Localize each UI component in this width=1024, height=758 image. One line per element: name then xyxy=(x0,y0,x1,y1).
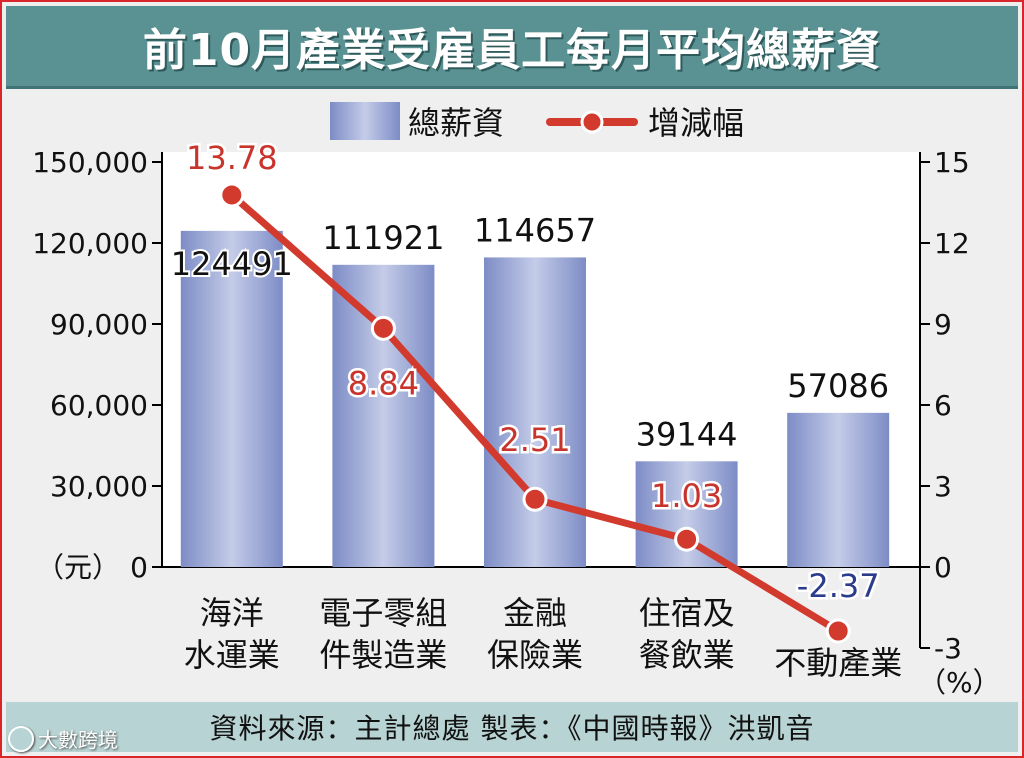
line-value-label: 2.51 xyxy=(499,421,570,459)
left-tick-label: 120,000 xyxy=(32,227,148,260)
bar xyxy=(484,257,586,567)
title-bar: 前10月產業受雇員工每月平均總薪資 xyxy=(6,6,1018,89)
source-note: 資料來源：主計總處 製表：《中國時報》洪凱音 xyxy=(209,712,815,745)
watermark-text: 大數跨境 xyxy=(38,728,118,752)
bar xyxy=(180,230,283,567)
line-point xyxy=(825,618,851,644)
watermark-logo-icon xyxy=(8,725,34,752)
line-point xyxy=(674,526,700,552)
line-point xyxy=(370,315,396,341)
right-tick-label: 15 xyxy=(934,146,970,179)
line-point xyxy=(219,182,245,208)
bar xyxy=(332,264,435,567)
right-tick-label: 12 xyxy=(934,227,970,260)
bar-value-label: 39144 xyxy=(636,415,738,453)
left-tick-label: 90,000 xyxy=(50,308,148,341)
right-tick-label: 3 xyxy=(934,470,952,503)
left-tick-label: 60,000 xyxy=(50,389,148,422)
line-value-label: 13.78 xyxy=(186,139,278,177)
source-bar: 資料來源：主計總處 製表：《中國時報》洪凱音 xyxy=(6,702,1018,752)
bar-value-label: 57086 xyxy=(787,367,889,405)
category-label: 住宿及 xyxy=(639,594,735,632)
line-value-label: 8.84 xyxy=(348,364,419,402)
bar-value-label: 111921 xyxy=(322,219,444,257)
category-label: 金融 xyxy=(503,594,567,632)
right-tick-label: -3 xyxy=(934,632,962,665)
left-tick-label: 150,000 xyxy=(32,146,148,179)
legend-bar-swatch xyxy=(330,102,400,140)
chart-title: 前10月產業受雇員工每月平均總薪資 xyxy=(142,25,882,76)
bar xyxy=(787,412,890,567)
legend-line-label: 增減幅 xyxy=(648,104,744,142)
right-tick-label: 6 xyxy=(934,389,952,422)
category-label: 餐飲業 xyxy=(639,636,735,674)
right-tick-label: 9 xyxy=(934,308,952,341)
line-point xyxy=(522,486,548,512)
category-label: 件製造業 xyxy=(319,636,447,674)
line-value-label: -2.37 xyxy=(797,567,880,605)
category-label: 不動產業 xyxy=(774,644,902,682)
right-axis-unit: （%） xyxy=(918,666,1001,699)
left-tick-label: 0 xyxy=(130,551,148,584)
legend-bar-label: 總薪資 xyxy=(408,104,504,142)
left-tick-label: 30,000 xyxy=(50,470,148,503)
legend-line-point xyxy=(580,110,604,134)
bar-value-label: 114657 xyxy=(474,211,596,249)
chart-svg: 0 30,000 60,000 90,000 120,000 150,000 （元） -3 0 3… xyxy=(32,102,1001,699)
left-axis-unit: （元） xyxy=(36,551,120,584)
category-label: 海洋 xyxy=(200,594,264,632)
category-label: 水運業 xyxy=(184,636,280,674)
category-label: 電子零組 xyxy=(319,594,447,632)
watermark: 大數跨境 xyxy=(8,724,118,753)
line-value-label: 1.03 xyxy=(651,477,722,515)
category-label: 保險業 xyxy=(487,636,583,674)
right-tick-label: 0 xyxy=(934,551,952,584)
bar-value-label: 124491 xyxy=(171,245,293,283)
